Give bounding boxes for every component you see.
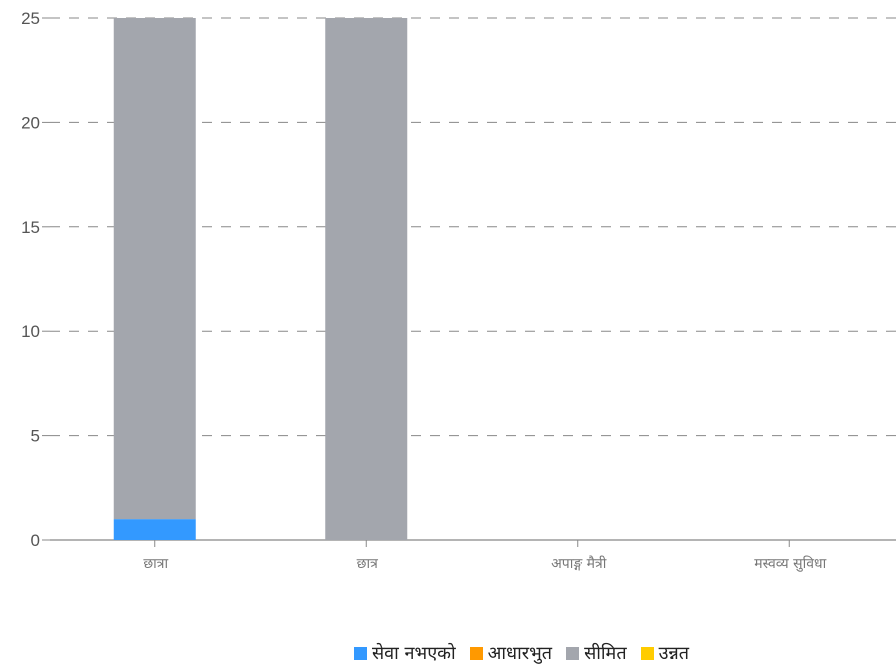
legend-item-no-service[interactable]: सेवा नभएको — [354, 641, 456, 665]
legend-swatch — [354, 646, 367, 660]
legend-swatch — [640, 646, 654, 660]
stacked-bar-chart: 0 5 10 15 20 25 छात्रा छात्र अपाङ्ग मैत्री मस्वव्… — [21, 9, 896, 572]
y-tick-label: 10 — [21, 322, 40, 341]
legend-swatch — [566, 646, 580, 660]
legend-label: उन्नत — [658, 643, 689, 664]
bar-segment — [113, 519, 196, 540]
legend-label: आधारभुत — [487, 643, 553, 664]
legend-label: सीमित — [584, 643, 627, 664]
legend: सेवा नभएको आधारभुत सीमित उन्नत — [354, 642, 689, 664]
y-tick-label: 25 — [21, 9, 40, 28]
x-tick-label: छात्र — [357, 556, 378, 572]
legend-label: सेवा नभएको — [372, 643, 456, 664]
y-tick-label: 0 — [31, 531, 40, 550]
y-tick-label: 5 — [31, 427, 40, 446]
y-tick-label: 20 — [21, 113, 40, 132]
bar-segment — [113, 18, 196, 520]
y-tick-label: 15 — [21, 218, 40, 237]
legend-item-limited[interactable]: सीमित — [566, 641, 627, 665]
legend-swatch — [469, 646, 483, 660]
legend-item-basic[interactable]: आधारभुत — [469, 641, 553, 665]
x-tick-label: छात्रा — [143, 556, 168, 572]
x-tick-label: मस्वव्य सुविधा — [754, 555, 826, 572]
x-tick-label: अपाङ्ग मैत्री — [551, 555, 607, 572]
bar-segment — [325, 18, 408, 540]
legend-item-advanced[interactable]: उन्नत — [640, 641, 689, 665]
